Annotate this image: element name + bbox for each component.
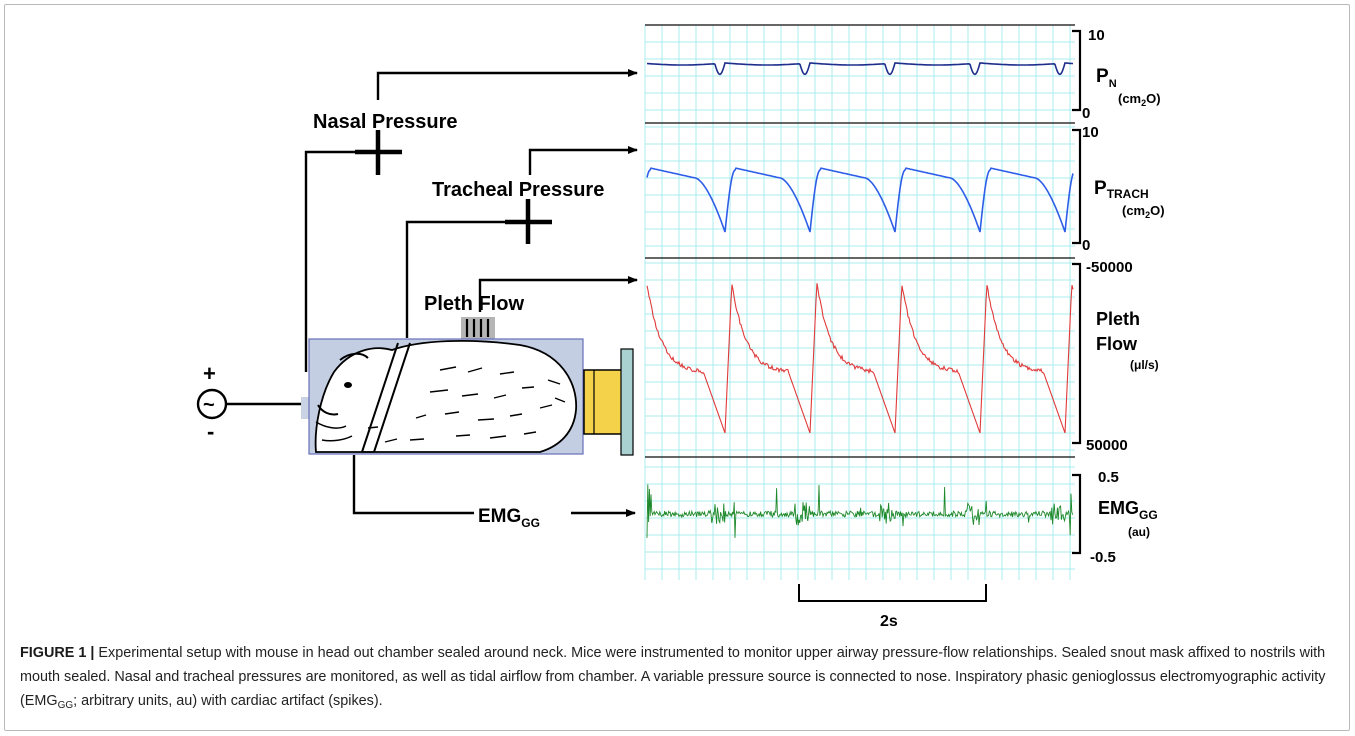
ptrach-scale-top: 10 — [1082, 124, 1099, 141]
pleth-flow-label: Pleth Flow — [424, 293, 524, 315]
pressure-source: ~ + - — [198, 361, 226, 444]
nasal-pressure-trace — [647, 63, 1073, 74]
emg-label: EMGGG — [1098, 498, 1158, 522]
pleth-flow-sensor — [461, 317, 495, 339]
pleth-scale-top: -50000 — [1086, 259, 1133, 276]
chart-grid — [645, 25, 1075, 580]
pleth-scale-bottom: 50000 — [1086, 437, 1128, 454]
source-tilde: ~ — [203, 394, 215, 416]
ptrach-label: PTRACH — [1094, 178, 1149, 201]
tracheal-pressure-label: Tracheal Pressure — [432, 179, 604, 201]
chamber-end-cap — [584, 349, 633, 455]
pleth-unit: (μl/s) — [1130, 358, 1159, 372]
pn-unit: (cm2O) — [1118, 91, 1161, 108]
nasal-pressure-label: Nasal Pressure — [313, 111, 458, 133]
pn-scale-top: 10 — [1088, 27, 1105, 44]
mouse-drawing — [316, 341, 577, 452]
time-scale-bar — [799, 584, 986, 601]
panel-separators — [645, 25, 1075, 457]
time-scale-label: 2s — [880, 613, 898, 630]
emg-unit: (au) — [1128, 525, 1150, 539]
caption-text-2: ; arbitrary units, au) with cardiac arti… — [73, 693, 383, 709]
pleth-label-line1: Pleth — [1096, 309, 1140, 329]
caption-label: FIGURE 1 | — [20, 645, 94, 661]
emg-scale-bottom: -0.5 — [1090, 549, 1116, 566]
emg-gg-label: EMGGG — [478, 506, 540, 530]
ptrach-unit: (cm2O) — [1122, 203, 1165, 220]
pleth-label-line2: Flow — [1096, 334, 1138, 354]
source-minus: - — [207, 419, 214, 444]
pn-scale-bottom: 0 — [1082, 105, 1090, 122]
scale-bars — [1072, 31, 1080, 553]
emg-scale-top: 0.5 — [1098, 469, 1119, 486]
source-plus: + — [203, 361, 216, 386]
emg-trace — [647, 485, 1073, 538]
figure-diagram: 10 0 10 0 -50000 50000 0.5 -0.5 PN (cm2O… — [0, 0, 1355, 640]
pn-label: PN — [1096, 66, 1117, 90]
caption-sub: GG — [58, 700, 74, 711]
pleth-flow-trace — [647, 283, 1073, 433]
figure-caption: FIGURE 1 | Experimental setup with mouse… — [20, 641, 1340, 713]
ptrach-scale-bottom: 0 — [1082, 237, 1090, 254]
